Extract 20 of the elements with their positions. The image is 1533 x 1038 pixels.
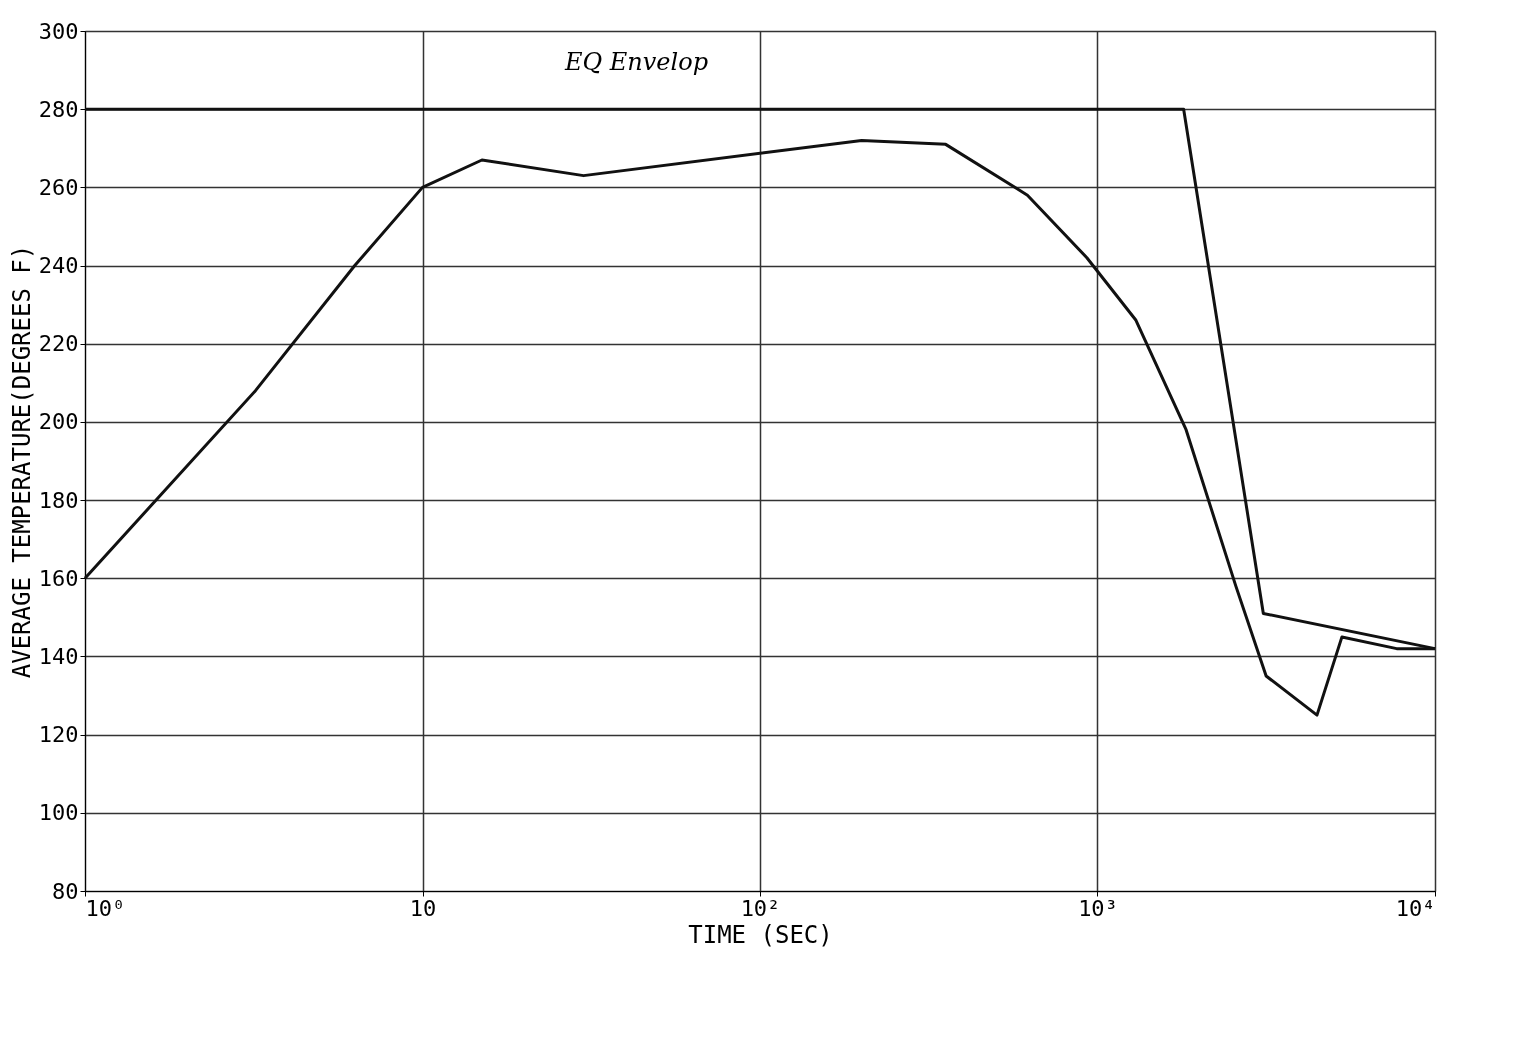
annotation: EQ Envelop bbox=[564, 48, 709, 76]
y-tick-label: 300 bbox=[38, 18, 79, 44]
y-tick-label: 220 bbox=[38, 331, 79, 357]
y-tick-label: 280 bbox=[38, 96, 79, 122]
x-tick-label: 10³ bbox=[1078, 895, 1118, 921]
y-tick-label: 180 bbox=[38, 487, 79, 513]
y-tick-label: 160 bbox=[38, 565, 79, 591]
x-axis-title: TIME (SEC) bbox=[688, 920, 833, 949]
y-tick-label: 240 bbox=[38, 253, 79, 279]
y-tick-label: 140 bbox=[38, 643, 79, 669]
x-tick-label: 10² bbox=[740, 895, 781, 921]
y-tick-label: 120 bbox=[38, 722, 79, 748]
y-tick-label: 200 bbox=[38, 409, 79, 435]
y-tick-label: 100 bbox=[38, 800, 79, 826]
x-tick-label: 10 bbox=[409, 895, 437, 921]
x-tick-label: 10⁴ bbox=[1395, 895, 1436, 921]
y-tick-label: 80 bbox=[52, 878, 79, 904]
x-tick-label: 10⁰ bbox=[85, 895, 126, 921]
y-axis-title: AVERAGE TEMPERATURE(DEGREES F) bbox=[7, 244, 36, 679]
y-tick-label: 260 bbox=[38, 174, 79, 200]
